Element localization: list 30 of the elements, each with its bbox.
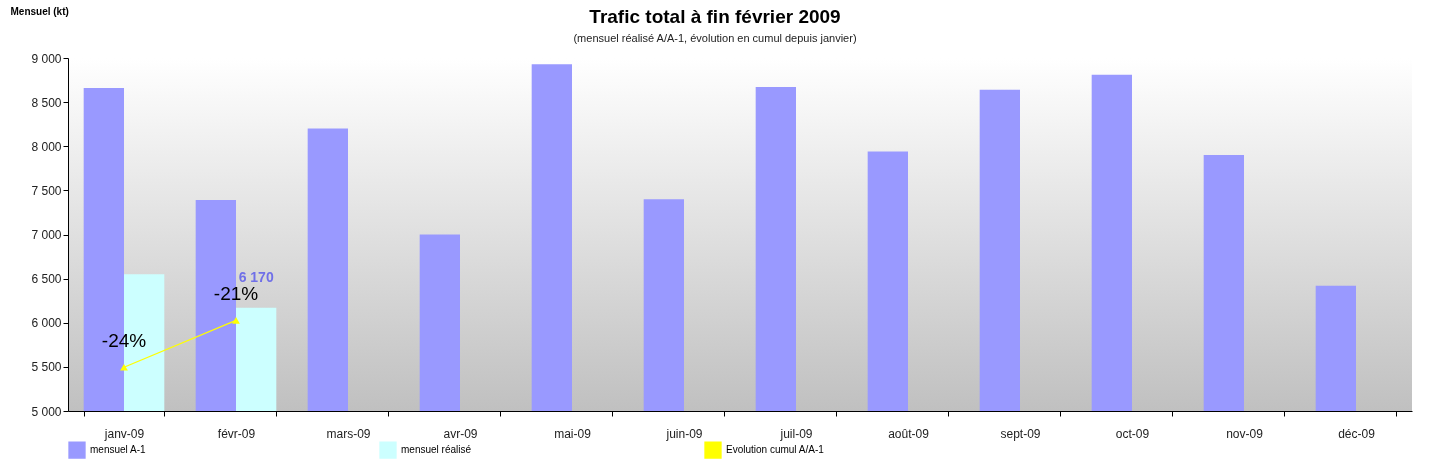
x-tick-label: août-09 xyxy=(888,426,930,441)
x-tick-label: juil-09 xyxy=(779,426,813,441)
chart-title: Trafic total à fin février 2009 xyxy=(589,6,841,28)
data-label: -21% xyxy=(213,283,259,305)
y-axis-title: Mensuel (kt) xyxy=(10,5,69,17)
x-tick-label: avr-09 xyxy=(443,426,478,441)
y-tick-label: 7 500 xyxy=(31,183,62,198)
y-tick-label: 8 500 xyxy=(31,95,62,110)
y-tick-label: 5 000 xyxy=(31,404,62,419)
x-tick-label: janv-09 xyxy=(103,426,145,441)
legend-label: mensuel A-1 xyxy=(90,444,147,456)
x-tick-label: oct-09 xyxy=(1115,426,1150,441)
x-tick-label: mai-09 xyxy=(554,426,592,441)
chart-subtitle: (mensuel réalisé A/A-1, évolution en cumul depuis janvier) xyxy=(573,32,857,44)
y-tick-label: 8 000 xyxy=(31,139,62,154)
legend-label: mensuel réalisé xyxy=(401,444,472,456)
y-tick-label: 6 000 xyxy=(31,316,62,331)
x-tick-label: sept-09 xyxy=(1000,426,1041,441)
data-label: -24% xyxy=(101,330,147,352)
x-tick-label: déc-09 xyxy=(1338,426,1376,441)
y-tick-label: 6 500 xyxy=(31,272,62,287)
y-tick-label: 5 500 xyxy=(31,360,62,375)
y-tick-label: 7 000 xyxy=(31,228,62,242)
x-tick-label: mars-09 xyxy=(326,426,371,441)
x-tick-label: févr-09 xyxy=(217,426,256,441)
x-tick-label: juin-09 xyxy=(665,426,703,441)
data-label: 6 170 xyxy=(238,268,274,285)
legend-label: Evolution cumul A/A-1 xyxy=(726,444,825,456)
x-tick-label: nov-09 xyxy=(1226,426,1264,441)
y-tick-label: 9 000 xyxy=(31,51,62,66)
